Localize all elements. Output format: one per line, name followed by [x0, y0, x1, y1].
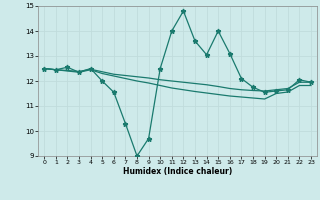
X-axis label: Humidex (Indice chaleur): Humidex (Indice chaleur) [123, 167, 232, 176]
